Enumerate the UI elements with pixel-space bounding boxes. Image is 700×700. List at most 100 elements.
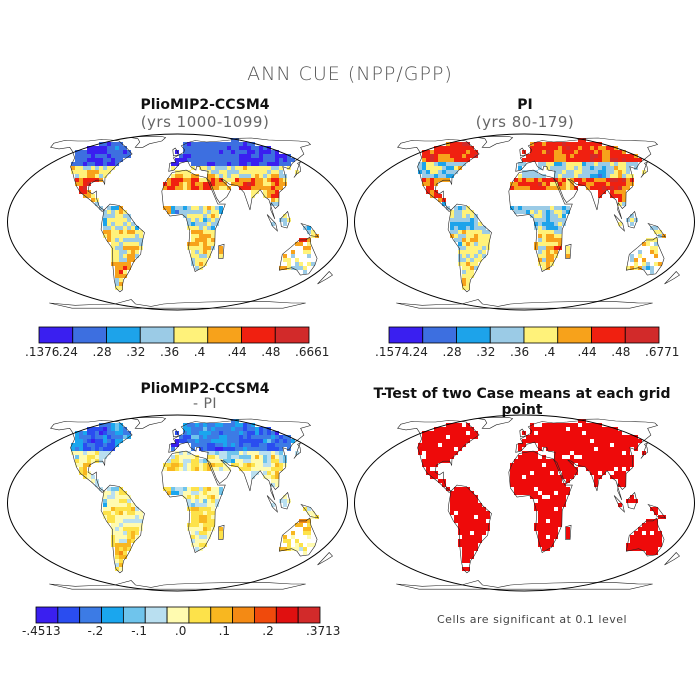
grid-cell [550, 218, 554, 222]
grid-cell [107, 487, 111, 491]
grid-cell [135, 230, 139, 234]
grid-cell [478, 523, 482, 527]
grid-cell [642, 535, 646, 539]
grid-cell [215, 182, 219, 186]
grid-cell [79, 162, 83, 166]
grid-cell [103, 154, 107, 158]
grid-cell [187, 467, 191, 471]
grid-cell [558, 142, 562, 146]
grid-cell [562, 503, 566, 507]
grid-cell [199, 535, 203, 539]
grid-cell [466, 563, 470, 567]
grid-cell [255, 178, 259, 182]
grid-cell [590, 451, 594, 455]
grid-cell [127, 511, 131, 515]
grid-cell [191, 246, 195, 250]
grid-cell [123, 146, 127, 150]
grid-cell [434, 166, 438, 170]
grid-cell [279, 439, 283, 443]
grid-cell [199, 262, 203, 266]
grid-cell [127, 523, 131, 527]
grid-cell [430, 455, 434, 459]
grid-cell [179, 491, 183, 495]
grid-cell [534, 499, 538, 503]
grid-cell [87, 178, 91, 182]
grid-cell [123, 262, 127, 266]
grid-cell [602, 459, 606, 463]
grid-cell [610, 463, 614, 467]
grid-cell [598, 182, 602, 186]
grid-cell [195, 146, 199, 150]
grid-cell [610, 178, 614, 182]
grid-cell [211, 218, 215, 222]
grid-cell [211, 459, 215, 463]
grid-cell [622, 186, 626, 190]
grid-cell [614, 475, 618, 479]
grid-cell [275, 178, 279, 182]
grid-cell [546, 495, 550, 499]
grid-cell [454, 507, 458, 511]
grid-cell [594, 186, 598, 190]
grid-cell [103, 435, 107, 439]
grid-cell [546, 543, 550, 547]
grid-cell [558, 150, 562, 154]
grid-cell [287, 258, 291, 262]
grid-cell [231, 419, 235, 423]
grid-cell [534, 182, 538, 186]
grid-cell [466, 150, 470, 154]
grid-cell [247, 142, 251, 146]
grid-cell [227, 174, 231, 178]
grid-cell [271, 194, 275, 198]
grid-cell [538, 439, 542, 443]
grid-cell [123, 495, 127, 499]
grid-cell [626, 455, 630, 459]
grid-cell [662, 515, 666, 519]
grid-cell [538, 443, 542, 447]
grid-cell [175, 467, 179, 471]
grid-cell [211, 142, 215, 146]
grid-cell [207, 455, 211, 459]
grid-cell [123, 535, 127, 539]
grid-cell [610, 447, 614, 451]
colorbar-tick-label: .2 [262, 624, 274, 638]
grid-cell [538, 154, 542, 158]
grid-cell [542, 499, 546, 503]
colorbar-swatch [624, 326, 660, 344]
grid-cell [566, 166, 570, 170]
grid-cell [231, 166, 235, 170]
colorbar-tick-label: .28 [442, 345, 462, 359]
grid-cell [199, 214, 203, 218]
grid-cell [542, 206, 546, 210]
grid-cell [119, 527, 123, 531]
grid-cell [626, 174, 630, 178]
grid-cell [179, 186, 183, 190]
grid-cell [546, 427, 550, 431]
grid-cell [215, 186, 219, 190]
coastline-borneo [627, 210, 638, 229]
grid-cell [562, 475, 566, 479]
grid-cell [594, 463, 598, 467]
grid-cell [554, 535, 558, 539]
coastline-uk [172, 147, 179, 157]
grid-cell [538, 158, 542, 162]
grid-cell [462, 495, 466, 499]
grid-cell [271, 431, 275, 435]
grid-cell [470, 262, 474, 266]
grid-cell [546, 250, 550, 254]
grid-cell [111, 515, 115, 519]
grid-cell [558, 146, 562, 150]
grid-cell [171, 463, 175, 467]
grid-cell [215, 146, 219, 150]
colorbar-swatch [139, 326, 175, 344]
grid-cell [211, 455, 215, 459]
grid-cell [115, 507, 119, 511]
grid-cell [642, 170, 646, 174]
coastline-newguinea [300, 503, 320, 519]
grid-cell [550, 154, 554, 158]
grid-cell [203, 226, 207, 230]
grid-cell [295, 539, 299, 543]
grid-cell [566, 210, 570, 214]
grid-cell [454, 230, 458, 234]
grid-cell [474, 150, 478, 154]
grid-cell [538, 467, 542, 471]
